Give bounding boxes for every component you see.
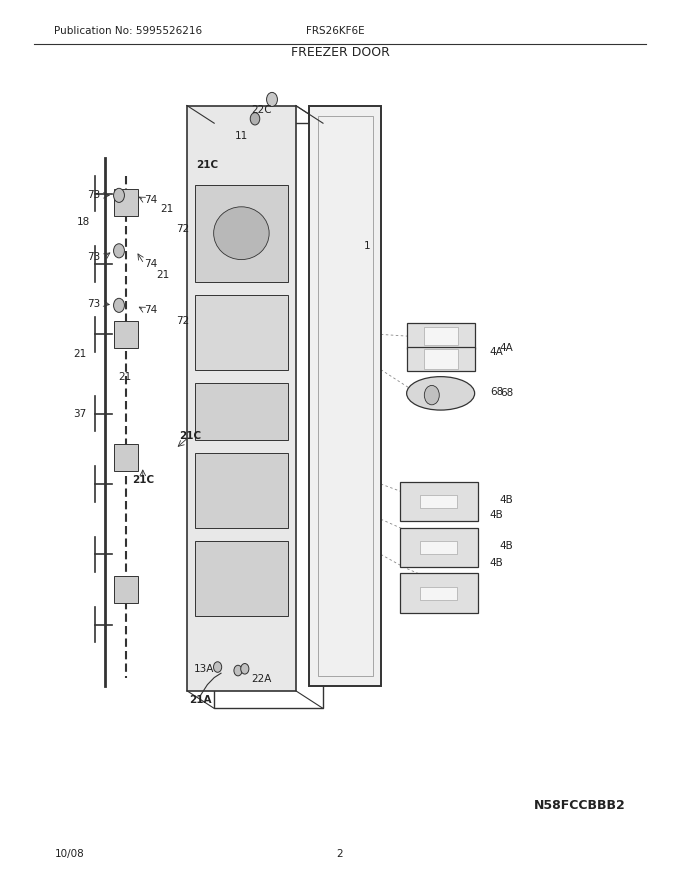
Text: 73: 73 xyxy=(87,298,101,309)
Text: 21: 21 xyxy=(73,348,87,359)
Polygon shape xyxy=(400,482,477,521)
Polygon shape xyxy=(114,576,138,603)
Polygon shape xyxy=(195,295,288,370)
Polygon shape xyxy=(400,528,477,568)
Text: 10/08: 10/08 xyxy=(54,848,84,859)
Text: 2: 2 xyxy=(337,848,343,859)
Text: 72: 72 xyxy=(175,224,189,234)
Text: 21C: 21C xyxy=(197,160,218,171)
Polygon shape xyxy=(424,327,458,345)
Text: FRS26KF6E: FRS26KF6E xyxy=(306,26,364,36)
Polygon shape xyxy=(114,189,138,216)
Text: 74: 74 xyxy=(144,259,158,269)
Polygon shape xyxy=(424,349,458,369)
Circle shape xyxy=(250,113,260,125)
Text: N58FCCBBB2: N58FCCBBB2 xyxy=(534,799,626,811)
Polygon shape xyxy=(407,323,475,349)
Text: 21: 21 xyxy=(118,371,131,382)
Text: 21C: 21C xyxy=(180,430,201,441)
Polygon shape xyxy=(420,495,457,509)
Polygon shape xyxy=(309,106,381,686)
Polygon shape xyxy=(420,540,457,554)
Text: 4B: 4B xyxy=(490,558,503,568)
Text: Publication No: 5995526216: Publication No: 5995526216 xyxy=(54,26,203,36)
Circle shape xyxy=(241,664,249,674)
Text: 37: 37 xyxy=(73,408,87,419)
Circle shape xyxy=(214,662,222,672)
Text: 22C: 22C xyxy=(252,105,272,115)
Polygon shape xyxy=(114,444,138,471)
Text: 4B: 4B xyxy=(500,540,513,551)
Circle shape xyxy=(267,92,277,106)
Polygon shape xyxy=(195,185,288,282)
Polygon shape xyxy=(195,383,288,440)
Polygon shape xyxy=(420,586,457,600)
Text: 73: 73 xyxy=(87,252,101,262)
Polygon shape xyxy=(195,453,288,528)
Circle shape xyxy=(234,665,242,676)
Text: 21: 21 xyxy=(156,269,170,280)
Circle shape xyxy=(114,298,124,312)
Polygon shape xyxy=(400,574,477,612)
Text: 68: 68 xyxy=(500,388,513,399)
Text: 4A: 4A xyxy=(500,342,513,353)
Text: 13A: 13A xyxy=(194,664,214,674)
Polygon shape xyxy=(195,541,288,616)
Polygon shape xyxy=(187,106,296,691)
Text: 72: 72 xyxy=(175,316,189,326)
Polygon shape xyxy=(114,321,138,348)
Text: 74: 74 xyxy=(144,304,158,315)
Text: 4A: 4A xyxy=(490,347,503,357)
Ellipse shape xyxy=(214,207,269,260)
Text: 4B: 4B xyxy=(490,510,503,520)
Circle shape xyxy=(114,244,124,258)
Ellipse shape xyxy=(424,385,439,405)
Text: 4B: 4B xyxy=(500,495,513,505)
Text: 18: 18 xyxy=(76,216,90,227)
Text: 68: 68 xyxy=(490,386,503,397)
Text: 21: 21 xyxy=(160,204,173,215)
Text: 21A: 21A xyxy=(189,694,212,705)
Text: 74: 74 xyxy=(144,194,158,205)
Polygon shape xyxy=(407,347,475,371)
Text: 21C: 21C xyxy=(132,474,154,485)
Text: FREEZER DOOR: FREEZER DOOR xyxy=(290,47,390,59)
Text: 11: 11 xyxy=(235,131,248,142)
Text: 1: 1 xyxy=(364,241,371,252)
Ellipse shape xyxy=(407,377,475,410)
Circle shape xyxy=(114,188,124,202)
Text: 22A: 22A xyxy=(252,674,272,685)
Text: 73: 73 xyxy=(87,190,101,201)
